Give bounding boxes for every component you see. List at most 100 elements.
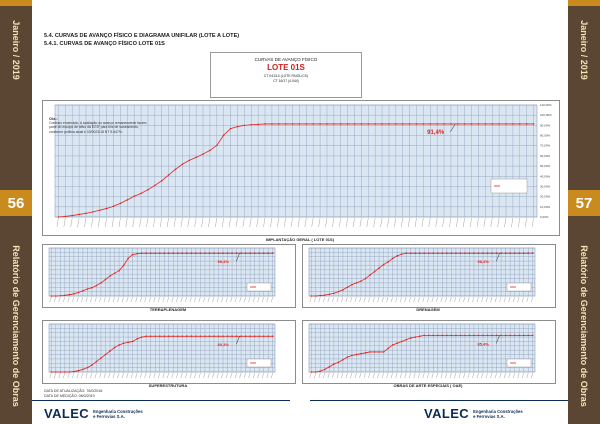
x-tick-label [341, 372, 344, 379]
data-point [464, 334, 466, 337]
x-tick-label [467, 372, 470, 379]
x-tick-label [394, 217, 397, 228]
data-point [324, 294, 326, 296]
x-tick-label [185, 296, 188, 303]
data-point [100, 282, 102, 284]
data-point [59, 371, 62, 373]
x-tick-label [404, 372, 407, 379]
x-tick-label [85, 296, 88, 303]
data-point [527, 252, 530, 255]
data-point [427, 252, 430, 255]
series-line [58, 123, 534, 218]
data-point [441, 334, 444, 337]
x-tick-label [270, 217, 273, 228]
data-point [131, 340, 134, 343]
x-tick-label [252, 372, 255, 379]
data-point [463, 123, 466, 125]
data-point [136, 338, 138, 340]
x-tick-label [54, 296, 56, 303]
x-tick-label [249, 217, 252, 228]
x-tick-label [363, 296, 366, 303]
data-point [118, 344, 120, 346]
data-point [437, 252, 439, 255]
x-tick-label [418, 372, 420, 379]
valec-logo-sub: Engenharia Construções e Ferrovias S.A. [473, 409, 523, 419]
right-report-label-wrap: Relatório de Gerenciamento de Obras [568, 236, 600, 416]
data-point [119, 202, 122, 205]
data-point [405, 338, 407, 341]
data-point [77, 369, 80, 372]
data-point [267, 252, 270, 255]
x-tick-label [421, 217, 424, 228]
x-tick-label [387, 217, 390, 228]
data-point [401, 123, 404, 125]
data-point [167, 335, 170, 338]
data-point [468, 334, 471, 337]
data-point [459, 252, 462, 255]
x-tick-label [171, 296, 174, 303]
x-tick-label [121, 372, 124, 379]
x-tick-label [352, 217, 355, 228]
x-tick-label [401, 217, 403, 228]
data-point [140, 252, 143, 255]
data-point [145, 335, 147, 338]
x-tick-label [189, 372, 192, 379]
x-tick-label [94, 296, 97, 303]
data-point [351, 354, 353, 357]
x-tick-label [139, 217, 142, 228]
x-tick-label [440, 296, 443, 303]
data-point [64, 371, 66, 373]
x-tick-label [531, 296, 533, 303]
x-tick-label [469, 217, 472, 228]
x-tick-label [309, 372, 312, 379]
x-tick-label [336, 296, 339, 303]
data-point [177, 252, 179, 255]
data-point [202, 153, 204, 155]
x-tick-label [454, 296, 457, 303]
x-tick-label [153, 296, 156, 303]
x-tick-label [345, 217, 348, 228]
left-report-label: Relatório de Gerenciamento de Obras [11, 245, 21, 407]
data-point [122, 264, 125, 267]
x-tick-label [160, 217, 162, 228]
x-tick-label [162, 372, 165, 379]
data-point [400, 340, 403, 343]
page-content: 5.4. CURVAS DE AVANÇO FÍSICO E DIAGRAMA … [32, 0, 568, 424]
x-tick-label [436, 372, 439, 379]
legend-box [246, 358, 272, 368]
x-tick-label [497, 217, 500, 228]
data-point [249, 252, 251, 255]
data-point [204, 252, 206, 255]
x-tick-label [390, 296, 393, 303]
y-tick-label: 0,00% [540, 215, 549, 219]
data-point [333, 292, 335, 295]
legend-box [506, 282, 532, 292]
x-tick-label [297, 217, 300, 228]
title-box-lot: LOTE 01S [267, 63, 305, 72]
x-tick-label [472, 372, 475, 379]
data-point [450, 334, 453, 337]
x-tick-label [132, 217, 135, 228]
x-tick-label [194, 372, 197, 379]
x-tick-label [257, 372, 260, 379]
x-tick-label [428, 217, 431, 228]
x-tick-label [314, 296, 316, 303]
x-tick-label [476, 217, 479, 228]
data-point [298, 123, 301, 125]
data-point [391, 257, 394, 260]
x-tick-label [463, 372, 466, 379]
data-point [167, 174, 170, 176]
x-tick-label [485, 296, 488, 303]
x-tick-label [158, 372, 160, 379]
data-point [464, 252, 466, 255]
data-point [57, 216, 60, 218]
x-tick-label [399, 296, 402, 303]
x-tick-label [194, 217, 197, 228]
data-point [415, 123, 418, 125]
data-point [418, 335, 421, 338]
y-tick-label: 20,00% [540, 195, 551, 199]
data-point [73, 370, 75, 373]
notes-text: Contrato encerrado. A avaliação do avanç… [49, 121, 147, 134]
x-tick-label [458, 296, 461, 303]
data-point [512, 123, 514, 125]
